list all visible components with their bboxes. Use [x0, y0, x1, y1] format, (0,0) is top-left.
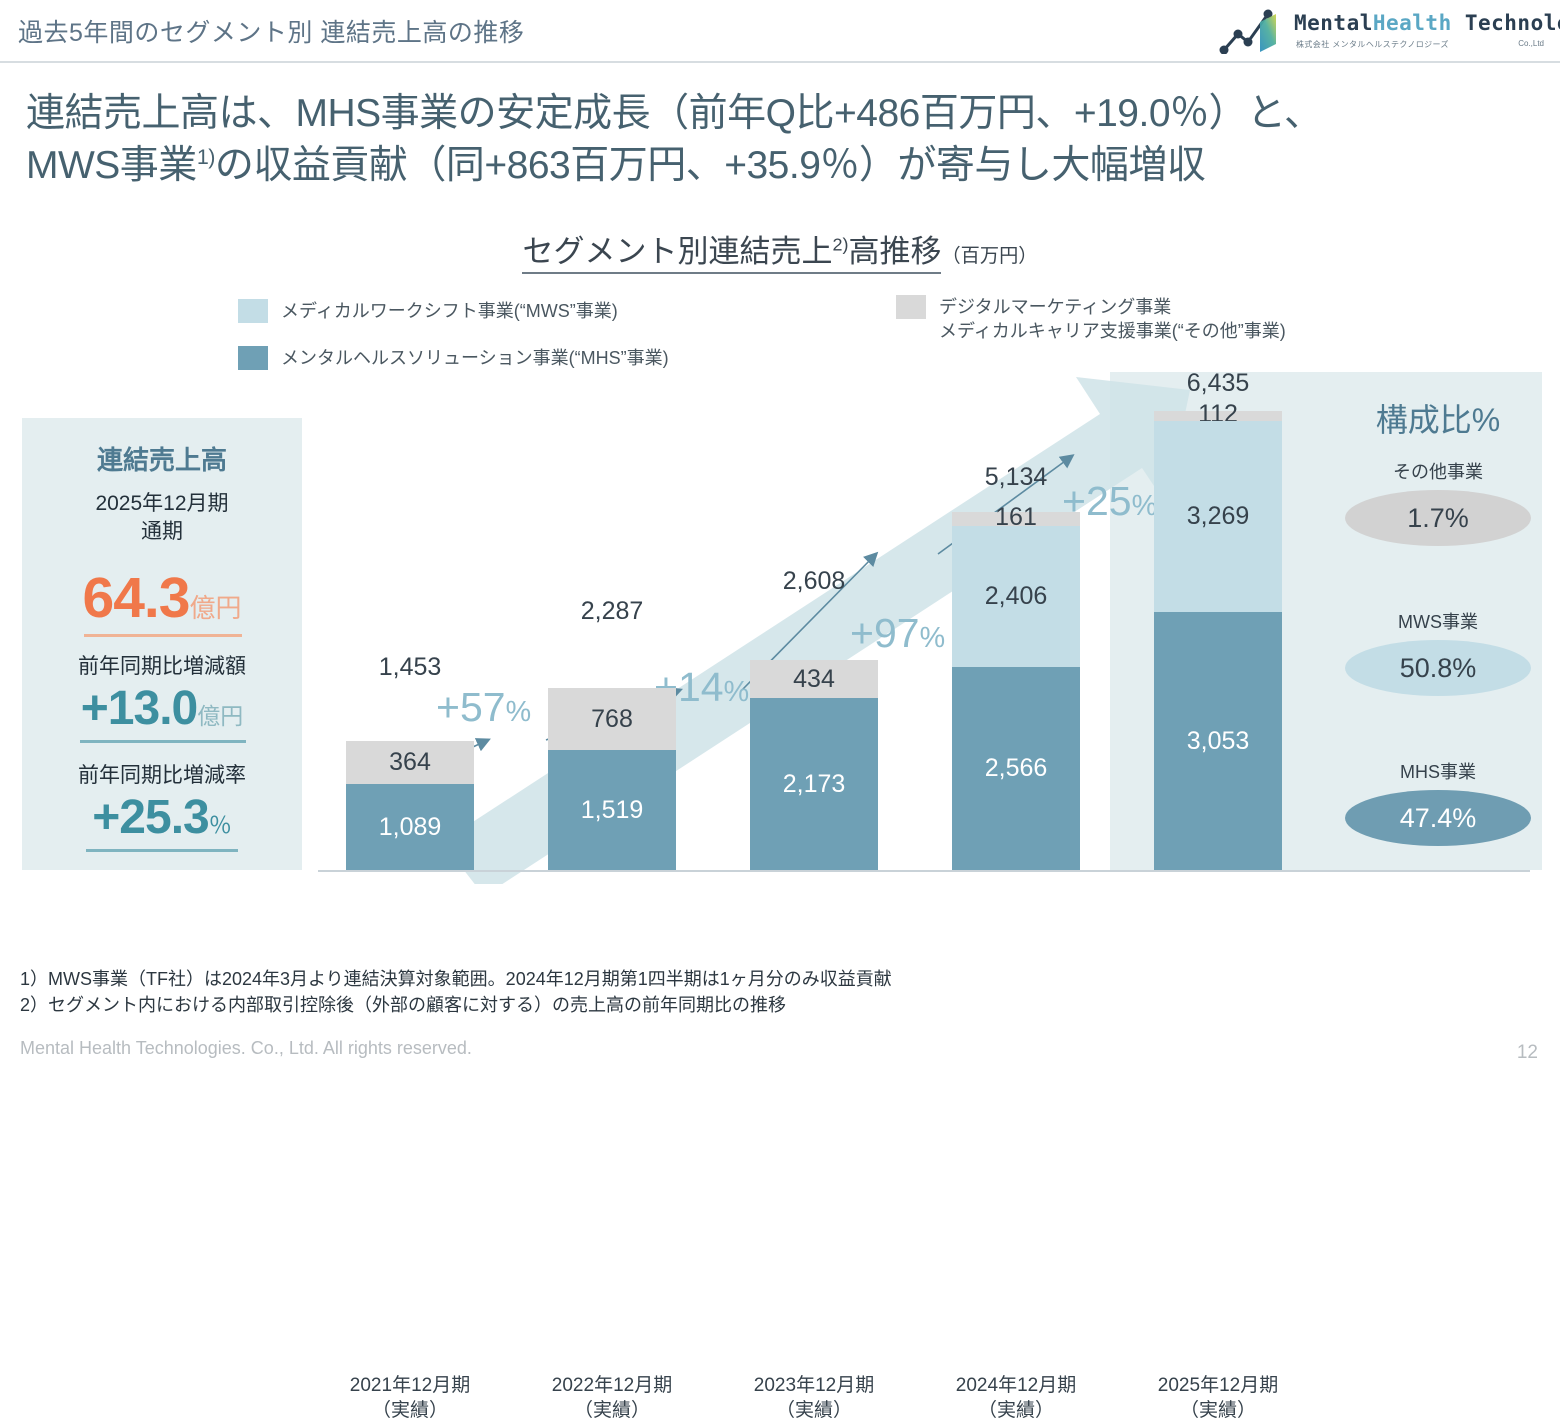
logo-word-technologies: Technologies [1464, 11, 1560, 35]
ratio-block-mhs: MHS事業 47.4% [1328, 758, 1548, 846]
ratio-pill-mws: 50.8% [1345, 640, 1531, 696]
ratio-block-other: その他事業 1.7% [1328, 458, 1548, 546]
legend-item-mhs: メンタルヘルスソリューション事業(“MHS”事業) [238, 346, 669, 370]
x-axis-line [318, 870, 1530, 872]
headline-line-2: MWS事業1)の収益貢献（同+863百万円、+35.9％）が寄与し大幅増収 [26, 143, 1206, 187]
info-card-title: 連結売上高 [96, 445, 227, 475]
legend-swatch-mhs [238, 346, 268, 370]
category-label-2021: 2021年12月期 （実績） [349, 1375, 471, 1421]
info-card-period-line1: 2025年12月期 [95, 492, 229, 515]
info-card-sub2-value-row: +25.3％ [22, 790, 302, 845]
legend-label-other-line1: デジタルマーケティング事業 [939, 297, 1172, 317]
headline-line-1: 連結売上高は、MHS事業の安定成長（前年Q比+486百万円、+19.0％）と、 [26, 92, 1323, 135]
ratio-name-mws: MWS事業 [1398, 612, 1478, 632]
info-card-main-underline [84, 634, 242, 637]
legend-label-other-line2: メディカルキャリア支援事業(“その他”事業) [939, 321, 1286, 342]
info-card-sub2-value: +25.3 [92, 791, 209, 844]
legend-swatch-other [896, 295, 926, 319]
info-card-sub2-underline [86, 849, 238, 852]
bar-total-2023: 2,608 [782, 567, 846, 595]
ratio-name-mhs: MHS事業 [1400, 762, 1476, 782]
info-card-sub1-unit: 億円 [197, 703, 244, 729]
info-card-sub2-unit: ％ [208, 812, 232, 838]
bar-total-2025: 6,435 [1186, 369, 1250, 397]
ratio-pill-mhs: 47.4% [1345, 790, 1531, 846]
stacked-bar-chart: +57% +14% +97% +25% 1,453 364 1,089 2021… [310, 369, 1542, 1421]
info-card-main-unit: 億円 [189, 593, 242, 623]
category-label-2022: 2022年12月期 （実績） [551, 1375, 673, 1421]
legend-item-other: デジタルマーケティング事業メディカルキャリア支援事業(“その他”事業) [896, 295, 1286, 343]
info-card-period: 2025年12月期 通期 [22, 490, 302, 545]
logo-word-mental: Mental [1294, 11, 1373, 35]
info-card-period-line2: 通期 [141, 519, 183, 543]
category-label-2023: 2023年12月期 （実績） [753, 1375, 875, 1421]
footnotes: 1）MWS事業（TF社）は2024年3月より連結決算対象範囲。2024年12月期… [20, 966, 892, 1018]
info-card-sub1-label: 前年同期比増減額 [78, 655, 246, 678]
consolidated-revenue-card: 連結売上高 2025年12月期 通期 64.3億円 前年同期比増減額 +13.0… [22, 418, 302, 870]
growth-label-2024: +97% [850, 610, 946, 656]
info-card-main-value: 64.3 [82, 566, 191, 630]
bar-segment-other-2024[interactable]: 161 [952, 503, 1080, 531]
copyright-text: Mental Health Technologies. Co., Ltd. Al… [20, 1038, 472, 1058]
legend-label-other: デジタルマーケティング事業メディカルキャリア支援事業(“その他”事業) [939, 295, 1286, 343]
logo-wordmark: MentalHealth Technologies [1294, 11, 1560, 35]
page-number: 12 [1516, 1042, 1538, 1063]
info-card-sub1-underline [80, 740, 246, 743]
chart-title-footnote-ref-2: 2) [832, 234, 849, 255]
bar-segment-mhs-2024[interactable]: 2,566 [952, 667, 1080, 870]
logo-subtitle-en: Co.,Ltd [1518, 39, 1544, 48]
category-label-2024: 2024年12月期 （実績） [955, 1375, 1077, 1421]
growth-label-2022: +57% [436, 684, 532, 730]
logo-mark-icon [1219, 9, 1276, 54]
bar-segment-mws-2025[interactable]: 3,269 [1154, 421, 1282, 612]
bar-segment-mws-2024[interactable]: 2,406 [952, 526, 1080, 667]
ratio-block-mws: MWS事業 50.8% [1328, 608, 1548, 696]
ratio-name-other: その他事業 [1393, 462, 1483, 482]
footnote-1: 1）MWS事業（TF社）は2024年3月より連結決算対象範囲。2024年12月期… [20, 969, 892, 989]
chart-title-underlined: セグメント別連結売上2)高推移 [522, 234, 942, 274]
bar-segment-mhs-2023[interactable]: 2,173 [750, 698, 878, 870]
legend-label-mws: メディカルワークシフト事業(“MWS”事業) [281, 301, 618, 321]
bar-segment-mhs-2022[interactable]: 1,519 [548, 750, 676, 870]
headline-footnote-ref-1: 1) [196, 144, 216, 169]
logo-word-health: Health [1372, 11, 1452, 35]
headline: 連結売上高は、MHS事業の安定成長（前年Q比+486百万円、+19.0％）と、 … [26, 88, 1536, 192]
legend-label-mhs: メンタルヘルスソリューション事業(“MHS”事業) [281, 348, 669, 368]
bar-total-2021: 1,453 [378, 653, 442, 681]
bar-segment-mhs-2025[interactable]: 3,053 [1154, 612, 1282, 870]
logo-subtitle-jp: 株式会社 メンタルヘルステクノロジーズ [1296, 40, 1449, 49]
header-title: 過去5年間のセグメント別 連結売上高の推移 [18, 19, 525, 47]
page-header: 過去5年間のセグメント別 連結売上高の推移 MentalHealth Techn… [0, 0, 1560, 63]
bar-segment-other-2021[interactable]: 364 [346, 741, 474, 784]
footnote-2: 2）セグメント内における内部取引控除後（外部の顧客に対する）の売上高の前年同期比… [20, 995, 787, 1016]
bar-segment-other-2023[interactable]: 434 [750, 660, 878, 698]
info-card-sub1-value: +13.0 [80, 682, 198, 735]
header-divider [0, 61, 1560, 63]
bar-segment-other-2025[interactable]: 112 [1154, 400, 1282, 428]
composition-ratio-title: 構成比% [1375, 402, 1501, 438]
legend-item-mws: メディカルワークシフト事業(“MWS”事業) [238, 299, 618, 323]
bar-segment-other-2022[interactable]: 768 [548, 688, 676, 750]
bar-total-2022: 2,287 [580, 597, 644, 625]
legend-swatch-mws [238, 299, 268, 323]
chart-title-unit: （百万円） [941, 246, 1038, 267]
info-card-sub2-label: 前年同期比増減率 [78, 764, 246, 787]
bar-total-2024: 5,134 [984, 463, 1048, 491]
info-card-main-value-row: 64.3億円 [22, 565, 302, 631]
company-logo: MentalHealth Technologies 株式会社 メンタルヘルステク… [1216, 6, 1560, 56]
ratio-pill-other: 1.7% [1345, 490, 1531, 546]
category-label-2025: 2025年12月期 （実績） [1157, 1375, 1279, 1421]
chart-title: セグメント別連結売上2)高推移（百万円） [0, 226, 1560, 274]
info-card-sub1-value-row: +13.0億円 [22, 681, 302, 736]
bar-segment-mhs-2021[interactable]: 1,089 [346, 784, 474, 870]
